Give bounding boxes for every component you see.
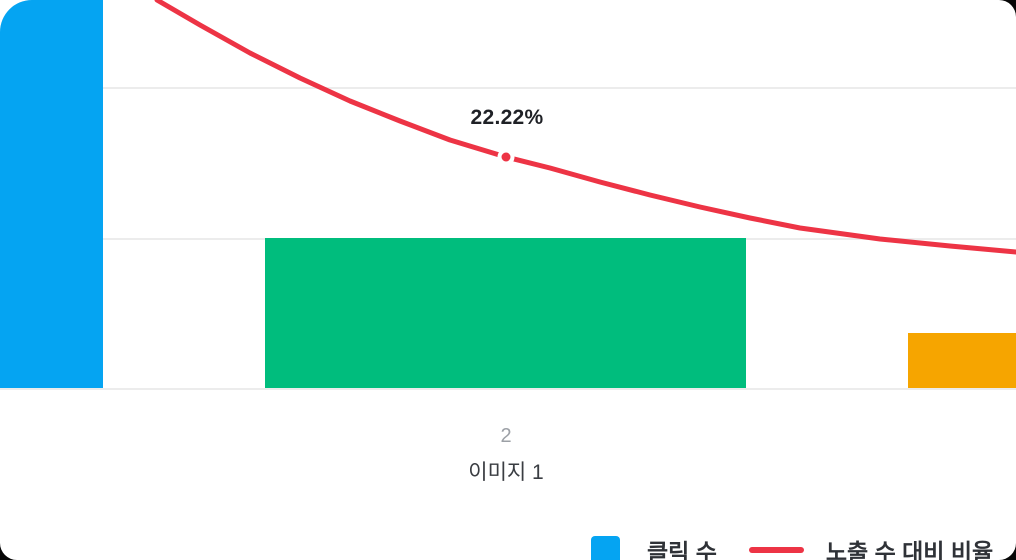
legend-swatch-clicks [591,535,620,560]
legend-item-clicks[interactable]: 클릭 수 [647,539,717,560]
bar-category-1[interactable] [0,0,103,388]
x-axis-baseline [0,388,1016,390]
line-data-point[interactable] [497,148,515,166]
ratio-line [154,0,1016,255]
gridline [0,87,1016,89]
x-tick-label: 2 [500,425,512,447]
bar-category-2[interactable] [265,238,746,388]
line-point-value-label: 22.22% [470,106,544,129]
legend-swatch-ratio-line [748,547,804,553]
chart-legend: 클릭 수 노출 수 대비 비율 [591,534,993,560]
bar-category-3[interactable] [908,333,1016,388]
x-axis-label: 이미지 1 [468,461,544,484]
legend-item-ratio[interactable]: 노출 수 대비 비율 [825,539,994,560]
